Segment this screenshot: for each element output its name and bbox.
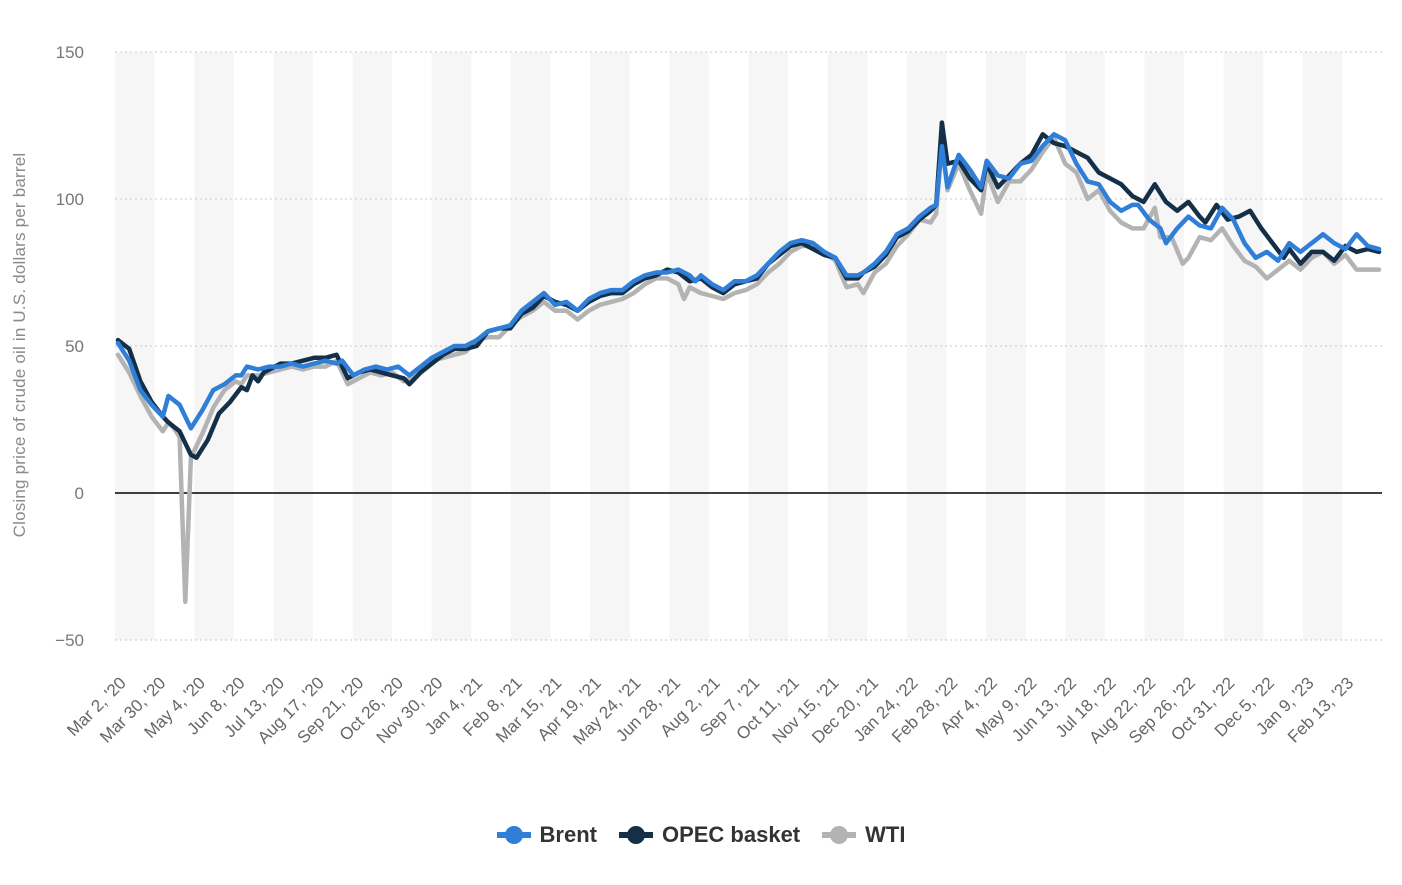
legend-label: WTI: [865, 822, 906, 847]
legend-item-brent[interactable]: Brent: [496, 822, 597, 848]
legend-label: OPEC basket: [661, 822, 801, 847]
plot-band: [273, 52, 313, 640]
legend-label: Brent: [539, 822, 597, 847]
alternating-bands: [115, 52, 1343, 640]
y-tick-label: 50: [65, 337, 84, 356]
y-axis-ticks: 150 100 50 0 −50: [55, 43, 84, 650]
series-line-wti: [115, 135, 1382, 605]
plot-band: [1223, 52, 1264, 640]
y-tick-label: 0: [75, 484, 84, 503]
plot-band: [748, 52, 789, 640]
y-axis-label: Closing price of crude oil in U.S. dolla…: [10, 153, 29, 538]
legend-item-opec-basket[interactable]: OPEC basket: [618, 822, 801, 848]
y-tick-label: −50: [55, 631, 84, 650]
y-tick-label: 100: [56, 190, 84, 209]
series-lines: [115, 120, 1382, 605]
legend-marker-icon: [618, 826, 653, 844]
legend: Brent OPEC basket WTI: [0, 822, 1402, 848]
gridlines: [115, 51, 1382, 641]
y-tick-label: 150: [56, 43, 84, 62]
series-line-brent: [115, 132, 1382, 431]
legend-item-wti[interactable]: WTI: [822, 822, 905, 848]
legend-marker-icon: [496, 826, 531, 844]
legend-marker-icon: [822, 826, 857, 844]
